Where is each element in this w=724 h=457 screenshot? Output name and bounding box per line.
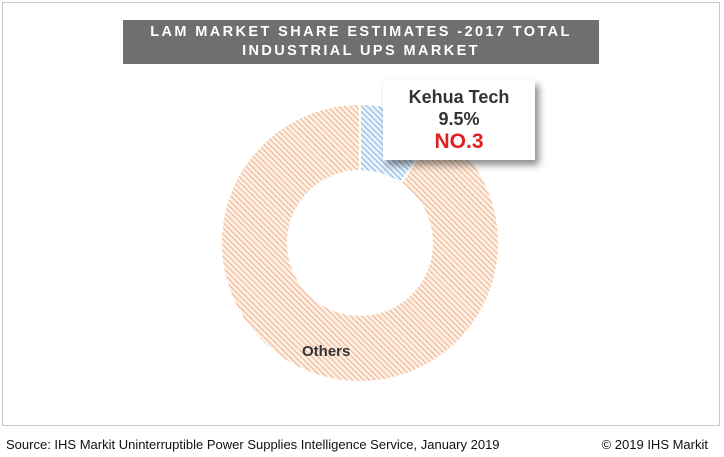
chart-title-line-1: LAM MARKET SHARE ESTIMATES -2017 TOTAL	[150, 24, 572, 40]
callout-rank: NO.3	[434, 130, 484, 153]
slice-label-others: Others	[302, 343, 351, 360]
kehua-tech-callout: Kehua Tech 9.5% NO.3	[383, 80, 535, 160]
chart-title: LAM MARKET SHARE ESTIMATES -2017 TOTAL I…	[123, 20, 599, 64]
callout-company-name: Kehua Tech	[408, 87, 510, 107]
chart-frame	[2, 2, 720, 426]
copyright-note: © 2019 IHS Markit	[601, 437, 708, 452]
source-note: Source: IHS Markit Uninterruptible Power…	[6, 437, 500, 452]
callout-share-percent: 9.5%	[438, 109, 480, 129]
donut-slice-others	[220, 102, 500, 383]
chart-title-line-2: INDUSTRIAL UPS MARKET	[242, 43, 480, 59]
